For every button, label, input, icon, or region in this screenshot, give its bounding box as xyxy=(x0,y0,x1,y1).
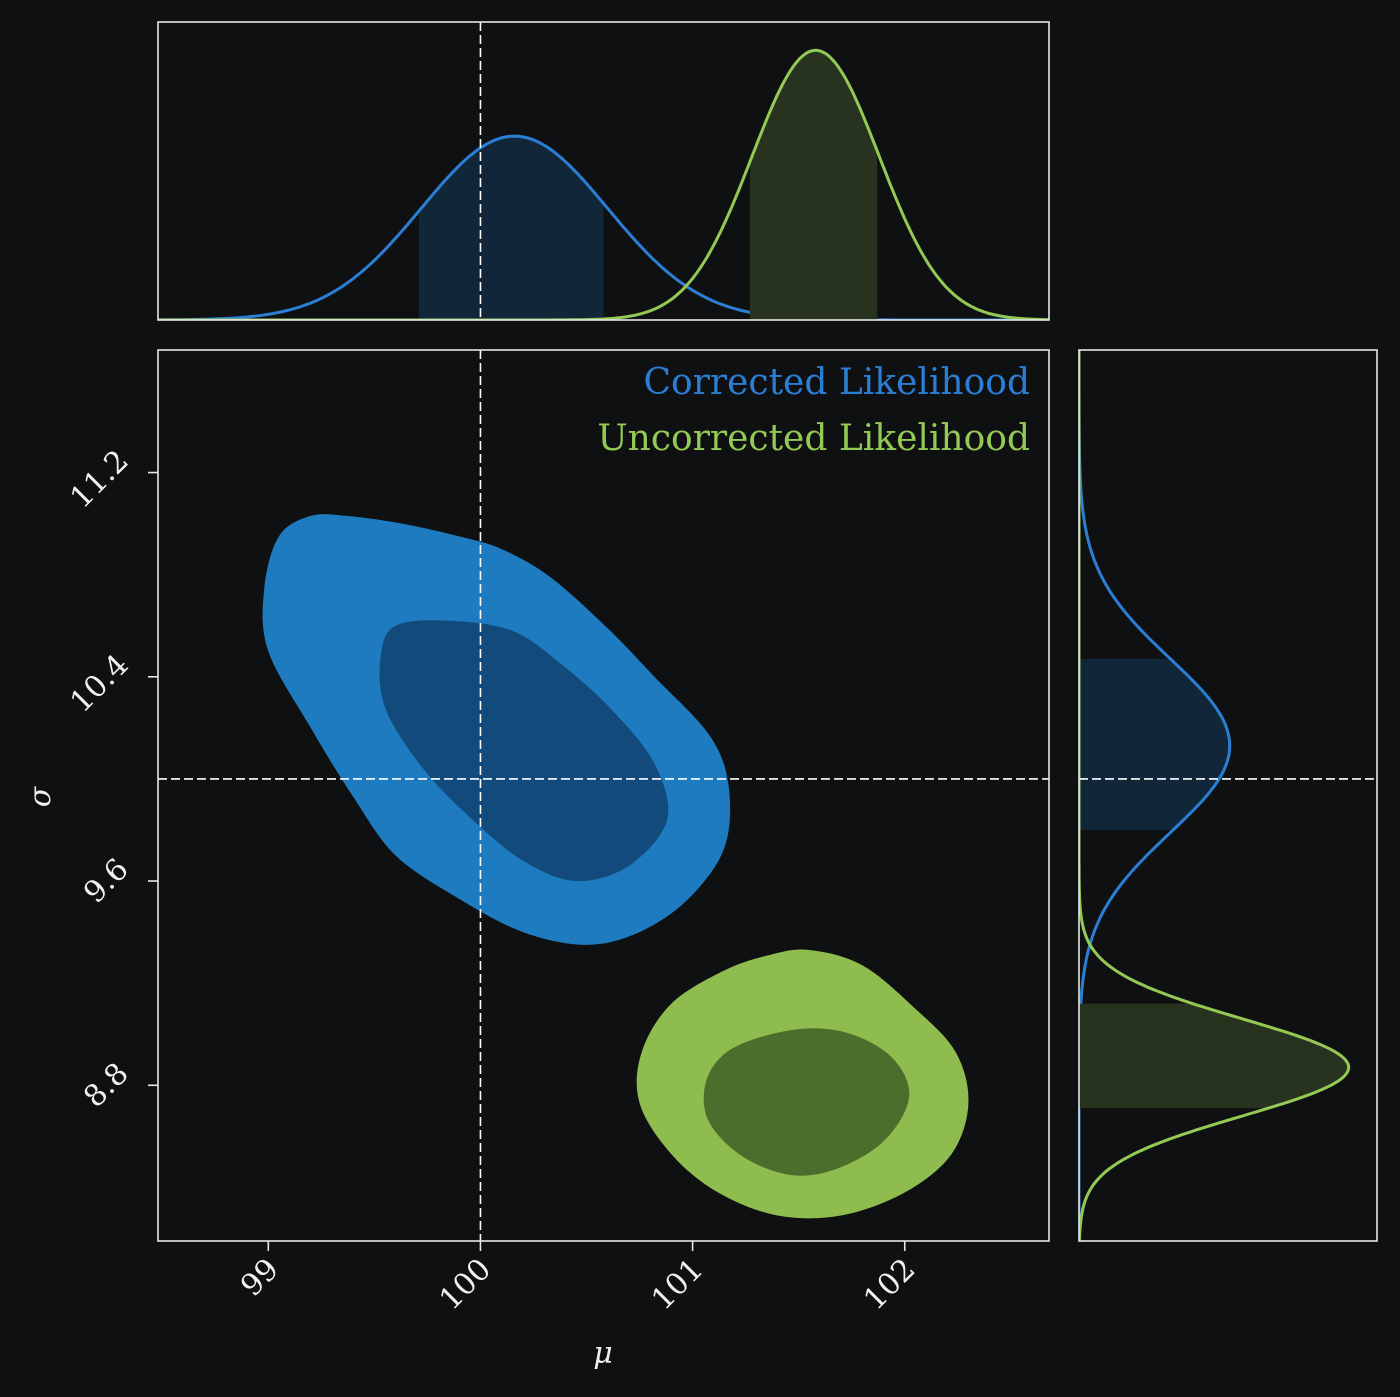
y-tick-label: 10.4 xyxy=(64,648,136,720)
mu-credible-band-corrected xyxy=(418,136,604,320)
y-tick-label: 9.6 xyxy=(77,852,135,910)
top-panel-frame xyxy=(157,21,1050,321)
main-panel-frame xyxy=(157,349,1050,1242)
legend: Corrected Likelihood Uncorrected Likelih… xyxy=(597,362,1030,459)
x-tick-label: 100 xyxy=(433,1252,498,1317)
mu-density-curve-corrected xyxy=(158,134,1049,320)
x-axis-label: μ xyxy=(593,1336,613,1371)
contour-inner-uncorrected xyxy=(703,1028,910,1176)
sigma-marginal-panel xyxy=(1079,350,1377,1241)
sigma-credible-band-corrected xyxy=(1079,658,1230,830)
right-panel-frame xyxy=(1078,349,1378,1242)
sigma-credible-band-uncorrected xyxy=(1079,1003,1349,1109)
legend-entry-corrected: Corrected Likelihood xyxy=(643,362,1030,403)
sigma-density-curve-uncorrected xyxy=(1079,350,1351,1241)
joint-posterior-panel xyxy=(158,350,1049,1241)
contour-inner-corrected xyxy=(379,620,669,882)
y-tick-label: 8.8 xyxy=(77,1056,135,1114)
mu-credible-band-uncorrected xyxy=(749,50,878,320)
x-tick-label: 102 xyxy=(857,1252,922,1317)
x-tick-label: 99 xyxy=(234,1252,286,1304)
legend-entry-uncorrected: Uncorrected Likelihood xyxy=(597,418,1030,459)
y-tick-label: 11.2 xyxy=(64,443,136,515)
x-tick-label: 101 xyxy=(645,1252,710,1317)
y-axis-label: σ xyxy=(23,785,58,807)
mu-density-curve-uncorrected xyxy=(158,48,1049,320)
mu-marginal-panel xyxy=(158,22,1049,320)
